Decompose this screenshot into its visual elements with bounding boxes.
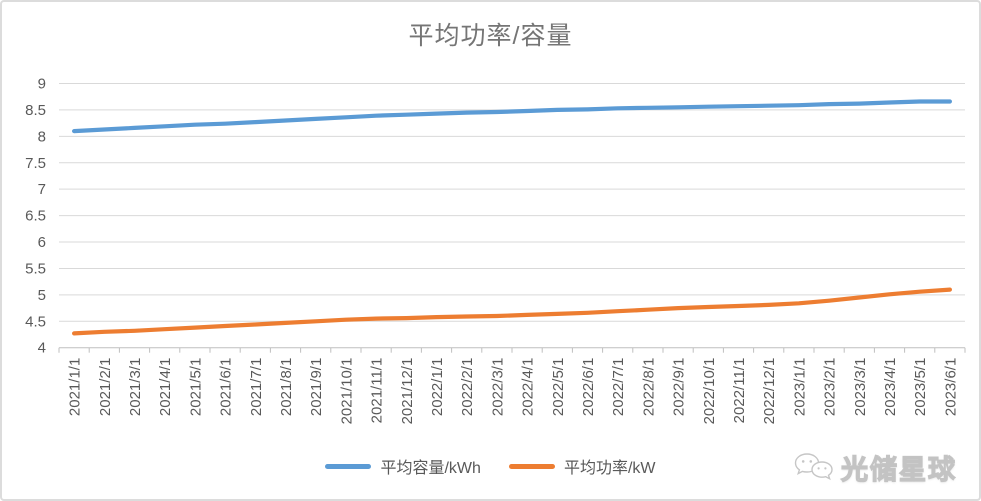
y-tick-label: 9	[38, 76, 46, 93]
y-tick-label: 8.5	[25, 102, 46, 119]
y-tick-label: 5	[38, 287, 46, 304]
legend-item-avg-power[interactable]: 平均功率/kW	[508, 454, 656, 478]
x-tick-label: 2021/5/1	[187, 358, 204, 416]
x-tick-label: 2022/9/1	[671, 358, 688, 416]
x-tick-label: 2022/12/1	[761, 358, 778, 425]
y-tick-label: 7.5	[25, 155, 46, 172]
y-tick-label: 6.5	[25, 208, 46, 225]
x-tick-label: 2021/2/1	[97, 358, 114, 416]
x-tick-label: 2022/8/1	[640, 358, 657, 416]
x-tick-label: 2021/11/1	[369, 358, 386, 424]
x-tick-label: 2021/7/1	[248, 358, 265, 416]
x-tick-label: 2021/8/1	[278, 358, 295, 416]
x-tick-label: 2022/4/1	[520, 358, 537, 416]
chart-title: 平均功率/容量	[408, 22, 573, 50]
x-tick-label: 2023/6/1	[942, 358, 959, 416]
x-tick-label: 2022/10/1	[701, 358, 718, 425]
x-tick-label: 2023/4/1	[882, 358, 899, 416]
chart-legend: 平均容量/kWh 平均功率/kW	[2, 454, 979, 478]
x-tick-label: 2022/3/1	[489, 358, 506, 416]
y-tick-label: 8	[38, 128, 46, 145]
y-tick-label: 6	[38, 234, 46, 251]
x-tick-label: 2022/2/1	[459, 358, 476, 416]
x-tick-label: 2021/6/1	[218, 358, 235, 416]
legend-label-avg-power: 平均功率/kW	[563, 460, 656, 477]
x-tick-label: 2023/2/1	[822, 358, 839, 416]
y-tick-label: 4.5	[25, 313, 46, 330]
x-tick-label: 2021/10/1	[338, 358, 355, 425]
y-tick-label: 4	[38, 340, 46, 357]
legend-item-avg-capacity[interactable]: 平均容量/kWh	[325, 454, 481, 478]
x-tick-label: 2021/4/1	[157, 358, 174, 416]
x-tick-label: 2021/3/1	[127, 358, 144, 416]
x-tick-label: 2021/9/1	[308, 358, 325, 416]
x-tick-label: 2023/3/1	[852, 358, 869, 416]
x-tick-label: 2022/5/1	[550, 358, 567, 416]
y-tick-label: 5.5	[25, 260, 46, 277]
series-line-1	[71, 287, 953, 336]
x-tick-label: 2023/5/1	[912, 358, 929, 416]
x-tick-label: 2022/6/1	[580, 358, 597, 416]
x-tick-label: 2023/1/1	[791, 358, 808, 416]
power-series-swatch	[508, 463, 555, 469]
y-tick-label: 7	[38, 181, 46, 198]
x-tick-label: 2022/7/1	[610, 358, 627, 416]
series-line-0	[71, 99, 953, 134]
x-tick-label: 2022/11/1	[731, 358, 748, 424]
capacity-series-swatch	[325, 463, 372, 469]
x-tick-label: 2021/12/1	[399, 358, 416, 425]
legend-label-avg-capacity: 平均容量/kWh	[380, 460, 481, 477]
x-tick-label: 2021/1/1	[67, 358, 84, 416]
x-tick-label: 2022/1/1	[429, 358, 446, 416]
